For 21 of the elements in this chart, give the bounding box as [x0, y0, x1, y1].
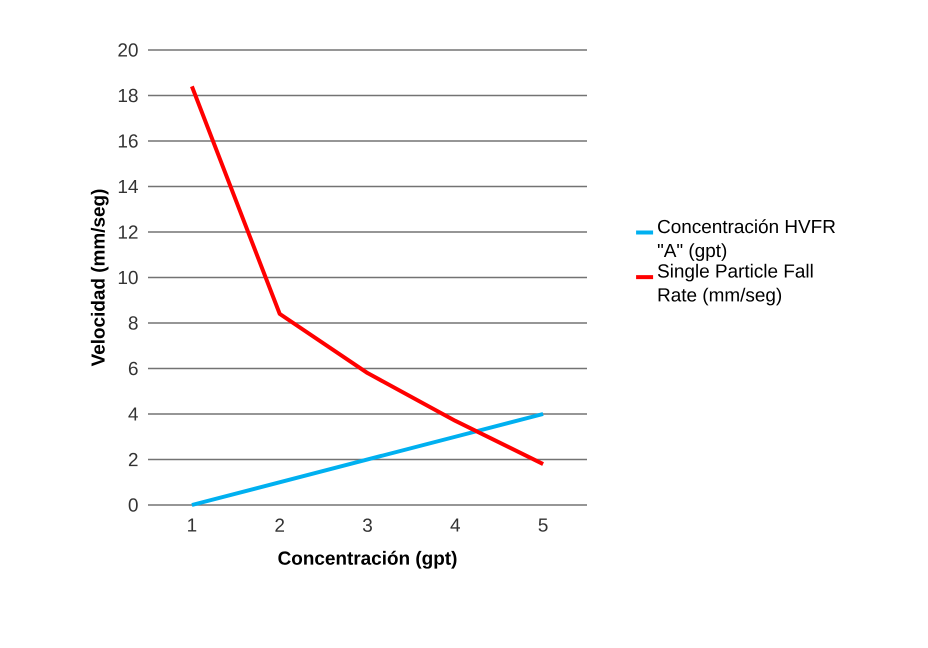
legend-label: Single Particle Fall Rate (mm/seg) — [658, 264, 813, 306]
x-tick-label: 5 — [538, 518, 548, 532]
y-tick-label: 4 — [128, 407, 138, 421]
y-tick-label: 8 — [128, 316, 138, 330]
x-tick-label: 1 — [188, 518, 196, 532]
x-tick-label: 2 — [275, 518, 284, 532]
y-tick-label: 6 — [128, 362, 138, 376]
x-axis-title: Concentración (gpt) — [278, 550, 456, 569]
line-series — [190, 84, 546, 466]
y-tick-label: 16 — [118, 134, 138, 148]
y-tick-label: 10 — [118, 270, 138, 284]
y-tick-label: 0 — [128, 498, 138, 512]
x-tick-label: 3 — [362, 518, 372, 532]
legend-label: Concentración HVFR "A" (gpt) — [658, 219, 835, 261]
y-tick-label: 2 — [128, 452, 138, 466]
y-tick-label: 12 — [118, 225, 138, 239]
y-axis-title: Velocidad (mm/seg) — [90, 190, 109, 366]
x-tick-label: 4 — [450, 518, 460, 532]
y-tick-label: 20 — [118, 43, 138, 57]
y-tick-label: 18 — [118, 88, 138, 102]
y-tick-label: 14 — [118, 180, 138, 194]
